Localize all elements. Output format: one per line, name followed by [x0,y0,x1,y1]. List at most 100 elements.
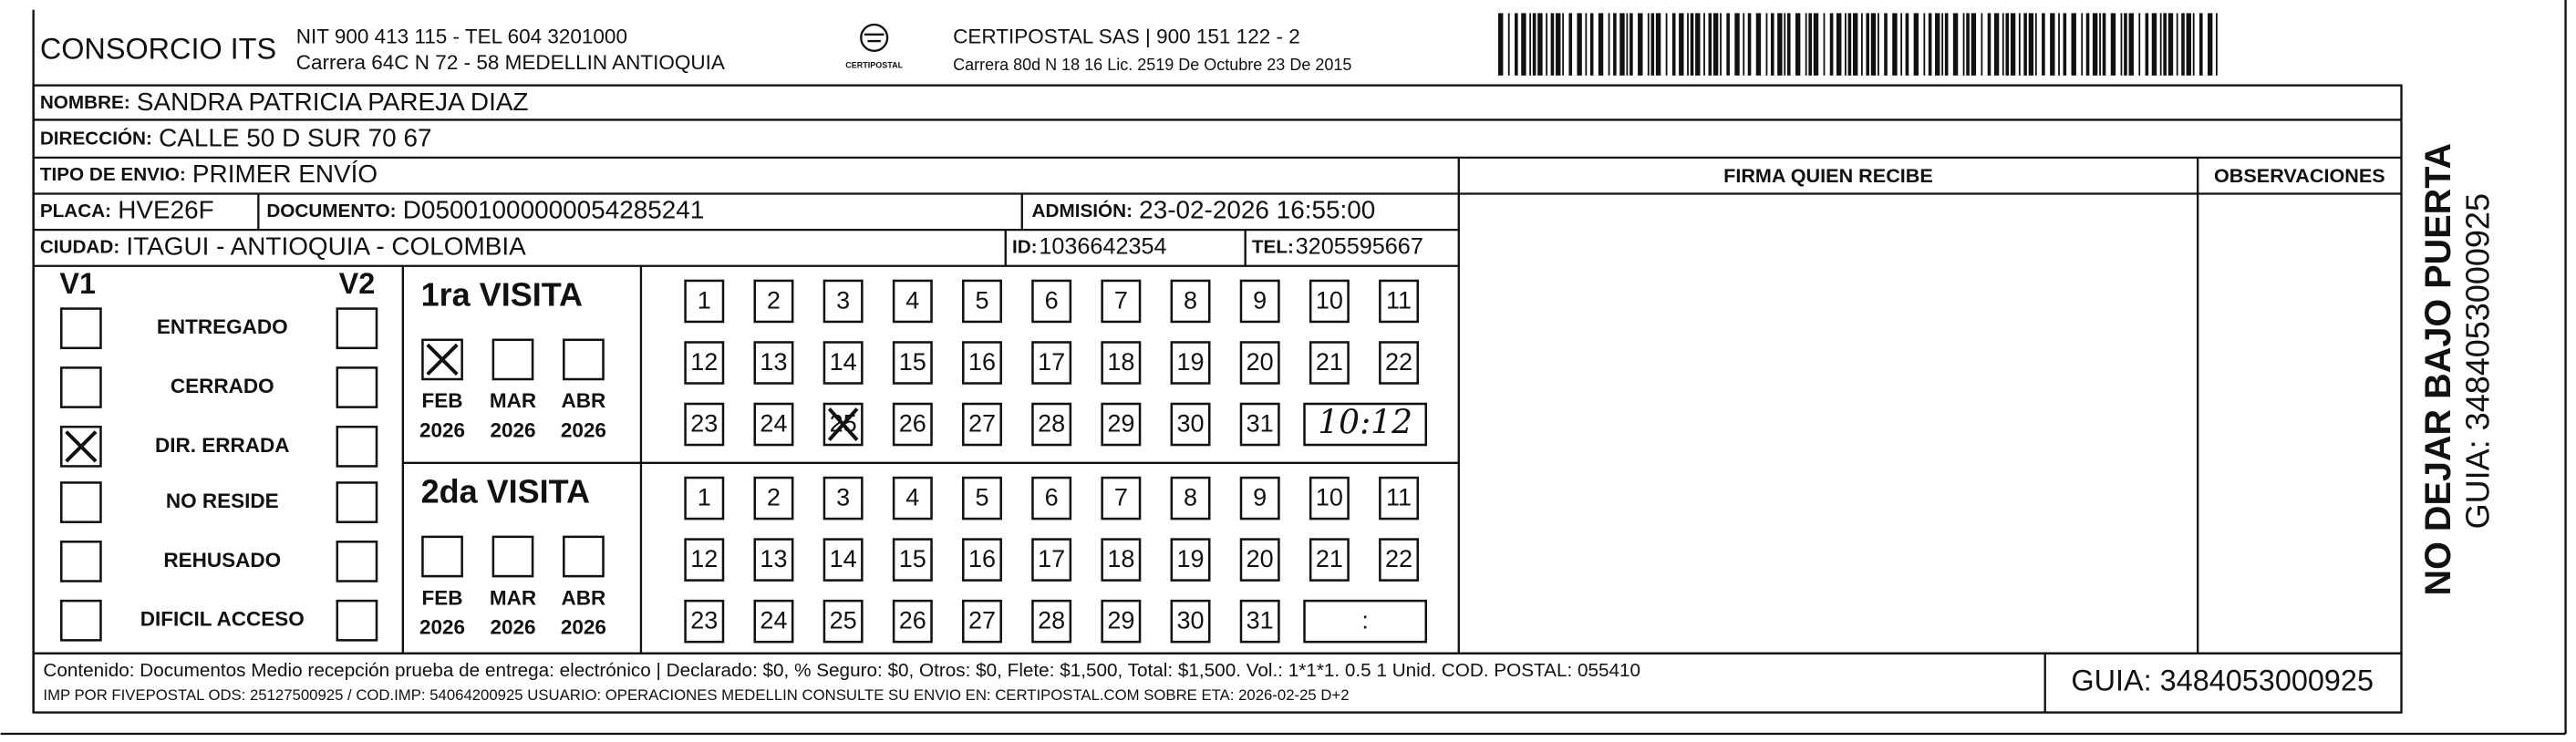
checkbox [684,402,725,447]
company-nit: NIT 900 413 115 - TEL 604 3201000 [296,25,627,47]
barcode-bar [1971,13,1977,76]
checkbox [892,476,933,520]
checkbox [59,541,102,582]
field-label: TEL: [1252,236,1294,257]
barcode-bar [1777,13,1783,76]
status-label: NO RESIDE [166,490,279,512]
year-label: 2026 [561,419,606,442]
barcode-bar [2042,13,2045,76]
barcode-bar [1923,13,1926,76]
day-number: 17 [1038,348,1065,376]
checkbox [336,366,378,408]
day-number: 2 [767,287,781,314]
barcode-bar [1941,13,1944,76]
checkbox [753,599,794,644]
day-number: 29 [1107,607,1134,634]
checkbox [1031,402,1072,447]
checkbox [491,338,534,381]
barcode-bar [1568,13,1573,76]
barcode-bar [1638,13,1643,76]
checkbox [421,535,463,578]
barcode-bar [1987,13,1991,76]
barcode-bar [2176,13,2178,76]
checkbox [892,538,933,582]
barcode-bar [1952,13,1959,76]
barcode-bar [1537,13,1543,76]
barcode [1498,13,2218,76]
barcode-bar [1613,13,1617,76]
day-number: 24 [760,607,787,634]
barcode-bar [1598,13,1604,76]
checkbox [753,538,794,582]
day-number: 14 [830,348,857,376]
barcode-bar [2216,13,2218,76]
barcode-bar [2005,13,2010,76]
month-label: FEB [422,586,463,609]
year-label: 2026 [419,419,465,442]
barcode-bar [1665,13,1668,76]
day-number: 9 [1253,287,1267,314]
field-label: PLACA: [40,201,111,222]
checkbox [1101,341,1142,385]
barcode-bar [2023,13,2027,76]
barcode-bar [1690,13,1694,76]
barcode-bar [2120,13,2123,76]
barcode-bar [1770,13,1774,76]
day-number: 1 [698,484,711,511]
side-warning: NO DEJAR BAJO PUERTA [2418,143,2458,596]
barcode-bar [1589,13,1594,76]
barcode-bar [1795,13,1801,76]
day-number: 22 [1385,545,1412,572]
field-value: 1036642354 [1039,234,1166,260]
barcode-bar [1720,13,1722,76]
checkbox [1031,341,1072,385]
day-number: 6 [1045,287,1059,314]
barcode-bar [1585,13,1588,76]
status-label: DIFICIL ACCESO [140,608,305,631]
barcode-bar [1743,13,1745,76]
barcode-bar [1981,13,1983,76]
checkbox [962,402,1002,447]
day-number: 19 [1177,545,1205,572]
checkbox [1303,402,1428,447]
month-label: MAR [490,586,536,609]
day-number: 15 [899,348,926,376]
barcode-bar [2167,13,2174,76]
barcode-bar [1726,13,1730,76]
checkbox [684,476,725,520]
barcode-bar [1765,13,1768,76]
barcode-bar [1521,13,1526,76]
v2-header: V2 [339,267,376,300]
day-number: 21 [1316,348,1343,376]
day-number: 4 [905,287,919,314]
barcode-bar [2034,13,2037,76]
barcode-bar [1928,13,1932,76]
barcode-bar [1900,13,1903,76]
checkbox [421,338,463,381]
barcode-bar [1878,13,1879,76]
field-value: ITAGUI - ANTIOQUIA - COLOMBIA [126,232,526,260]
barcode-bar [1786,13,1791,76]
day-number: 11 [1386,484,1412,511]
year-label: 2026 [419,616,465,639]
checkbox [1101,402,1142,447]
checkbox [1303,599,1428,644]
checkbox [684,599,725,644]
day-number: 20 [1247,348,1274,376]
day-number: 9 [1253,484,1267,511]
day-number: 26 [899,410,926,438]
checkbox [563,338,605,381]
barcode-bar [2050,13,2055,76]
barcode-bar [1935,13,1940,76]
barcode-bar [1861,13,1863,76]
day-number: 1 [698,287,711,314]
barcode-bar [1708,13,1712,76]
checkbox [1239,402,1280,447]
day-number: 29 [1107,410,1134,438]
barcode-bar [2181,13,2185,76]
checkbox [1170,538,1211,582]
checkbox [822,402,864,447]
day-number: 27 [968,410,996,438]
